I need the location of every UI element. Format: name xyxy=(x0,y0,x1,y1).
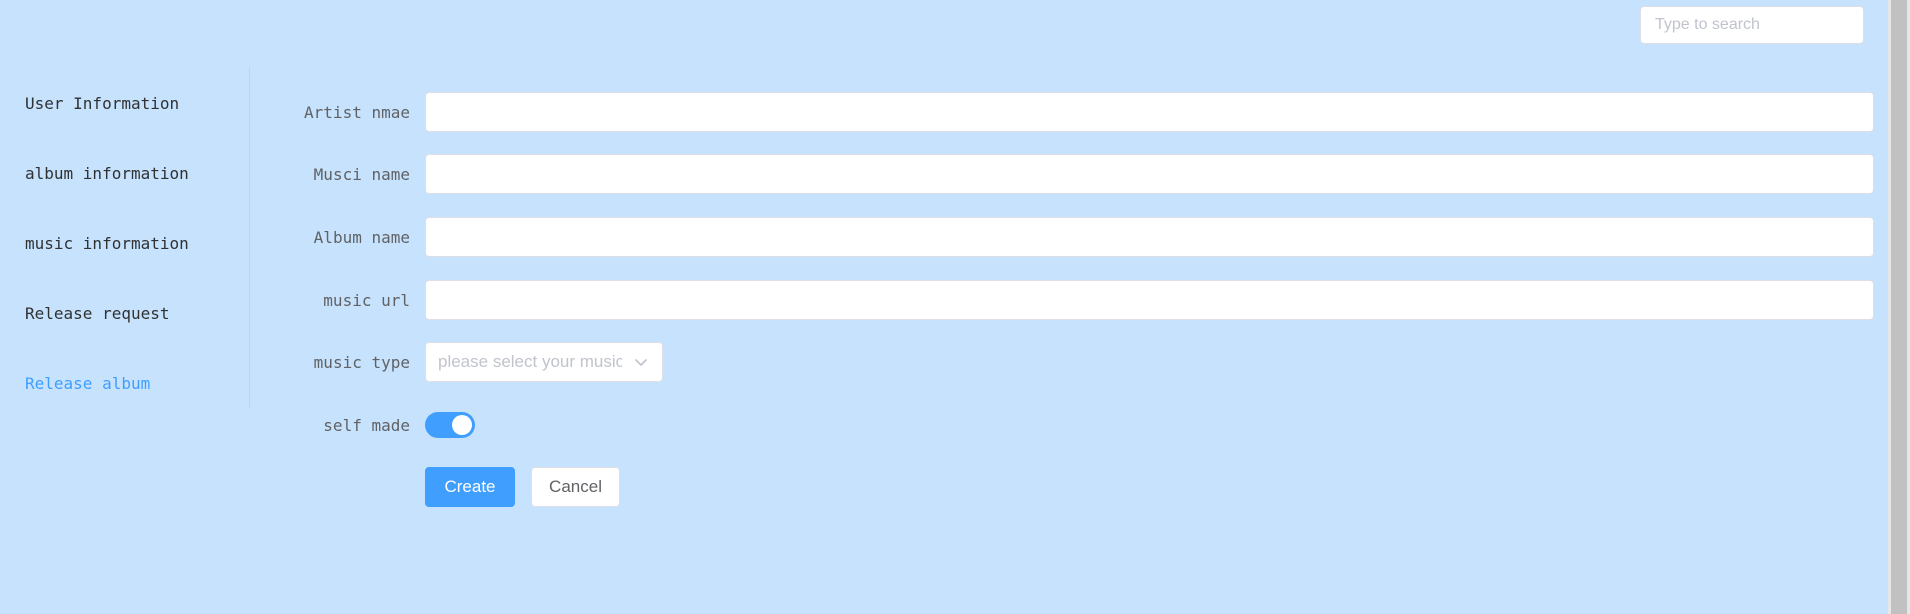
sidebar-item-album-information[interactable]: album information xyxy=(0,138,249,208)
music-name-row: Musci name xyxy=(260,154,1874,194)
album-name-row: Album name xyxy=(260,217,1874,257)
sidebar-item-label: Release album xyxy=(25,373,151,393)
sidebar-item-release-album[interactable]: Release album xyxy=(0,348,249,418)
form-actions-row: Create Cancel xyxy=(260,467,1874,507)
self-made-label: self made xyxy=(323,415,410,435)
artist-name-input[interactable] xyxy=(425,92,1874,132)
artist-name-row: Artist nmae xyxy=(260,92,1874,132)
music-name-label: Musci name xyxy=(313,164,410,184)
sidebar-item-label: music information xyxy=(25,233,189,253)
sidebar-item-label: User Information xyxy=(25,93,180,113)
chevron-down-icon xyxy=(635,359,647,366)
sidebar-item-user-information[interactable]: User Information xyxy=(0,68,249,138)
sidebar-item-music-information[interactable]: music information xyxy=(0,208,249,278)
scrollbar-thumb[interactable] xyxy=(1891,0,1907,614)
music-type-placeholder: please select your music type xyxy=(438,352,622,371)
self-made-toggle[interactable] xyxy=(425,412,475,438)
music-url-input[interactable] xyxy=(425,280,1874,320)
music-name-input[interactable] xyxy=(425,154,1874,194)
sidebar-item-label: album information xyxy=(25,163,189,183)
sidebar-item-label: Release request xyxy=(25,303,170,323)
self-made-row: self made xyxy=(260,405,1874,445)
music-url-label: music url xyxy=(323,290,410,310)
page-scrollbar[interactable] xyxy=(1888,0,1910,614)
toggle-knob xyxy=(452,415,472,435)
music-type-select[interactable]: please select your music type xyxy=(425,342,663,382)
music-type-row: music type please select your music type xyxy=(260,342,1874,382)
search-box[interactable] xyxy=(1640,6,1864,44)
artist-name-label: Artist nmae xyxy=(304,102,410,122)
search-input[interactable] xyxy=(1653,15,1851,35)
album-name-label: Album name xyxy=(313,227,410,247)
cancel-button[interactable]: Cancel xyxy=(531,467,620,507)
album-name-input[interactable] xyxy=(425,217,1874,257)
sidebar-menu: User Information album information music… xyxy=(0,68,250,408)
sidebar-item-release-request[interactable]: Release request xyxy=(0,278,249,348)
create-button[interactable]: Create xyxy=(425,467,515,507)
music-type-label: music type xyxy=(313,352,410,372)
music-url-row: music url xyxy=(260,280,1874,320)
